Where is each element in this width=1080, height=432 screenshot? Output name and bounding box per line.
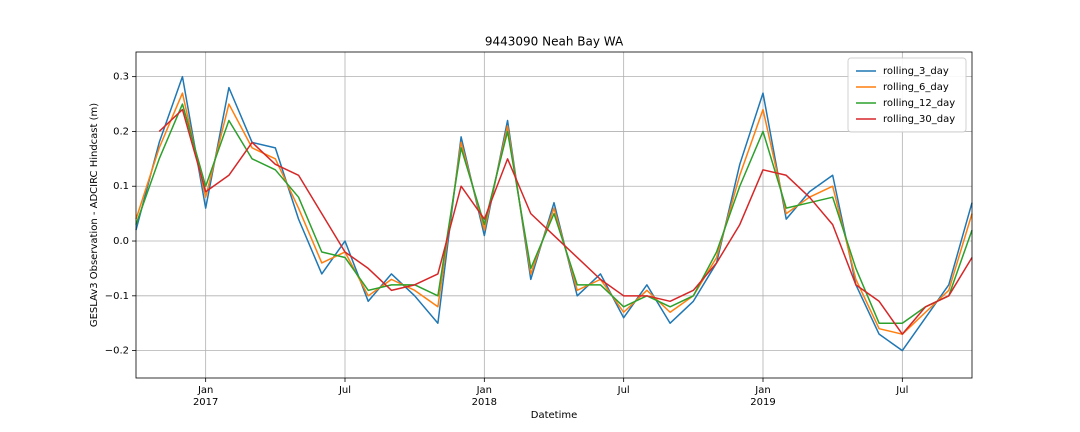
y-tick-label: −0.2 — [105, 346, 129, 357]
x-tick-label: Jan 2019 — [750, 385, 775, 408]
y-tick-label: 0.2 — [113, 126, 129, 137]
y-tick-label: 0.3 — [113, 72, 129, 83]
x-tick-label: Jan 2017 — [193, 385, 218, 408]
x-axis-label: Datetime — [531, 410, 578, 421]
x-tick-label: Jul — [617, 385, 630, 396]
x-tick-label: Jul — [338, 385, 351, 396]
x-tick-label: Jul — [895, 385, 908, 396]
legend-label: rolling_30_day — [883, 114, 955, 125]
y-axis-label: GESLAv3 Observation - ADCIRC Hindcast (m… — [89, 103, 100, 327]
series-line — [135, 75, 973, 352]
y-tick-label: 0.1 — [113, 181, 129, 192]
x-tick-label: Jan 2018 — [472, 385, 497, 408]
chart-title: 9443090 Neah Bay WA — [485, 35, 624, 49]
plot-frame — [135, 51, 973, 379]
y-tick-label: −0.1 — [105, 291, 129, 302]
legend-box — [847, 57, 967, 133]
series-line — [135, 103, 973, 324]
legend-label: rolling_12_day — [883, 98, 955, 109]
series-line — [158, 108, 973, 335]
y-tick-label: 0.0 — [113, 236, 129, 247]
legend-label: rolling_6_day — [883, 82, 949, 93]
legend-label: rolling_3_day — [883, 66, 949, 77]
series-line — [135, 92, 973, 335]
